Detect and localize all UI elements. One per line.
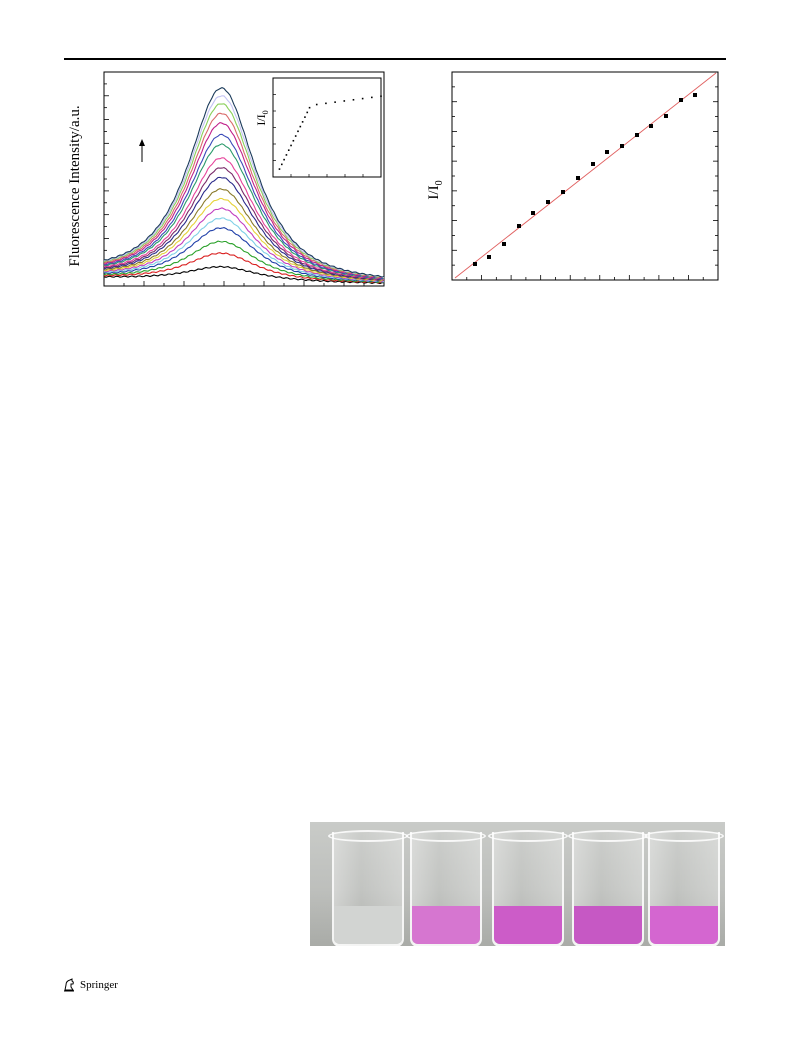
linear-fit-line <box>454 72 717 279</box>
fluorescence-spectra-svg: Fluorescence Intensity/a.u. I/I0 <box>67 71 385 287</box>
beaker-1 <box>328 830 408 946</box>
right-axis-ticks <box>451 71 719 281</box>
spectrum-curve <box>103 121 385 279</box>
inset-point <box>325 102 327 105</box>
right-point <box>649 124 653 128</box>
spectrum-curve <box>103 133 385 280</box>
fluorescence-spectra-figure: Fluorescence Intensity/a.u. I/I0 <box>62 66 397 296</box>
beaker-3 <box>488 830 568 946</box>
springer-brand: Springer <box>80 979 118 991</box>
beaker-4-rim <box>568 830 648 842</box>
inset-point <box>371 96 373 99</box>
inset-frame <box>272 77 382 178</box>
inset-point <box>343 100 346 102</box>
beaker-5 <box>644 830 724 946</box>
right-point <box>531 211 535 215</box>
right-point <box>517 224 521 228</box>
springer-horse-icon <box>64 978 74 992</box>
linear-fit-figure: I/I0 <box>405 66 725 296</box>
beaker-5-rim <box>644 830 724 842</box>
linear-fit-svg: I/I0 <box>426 71 719 281</box>
inset-axis-ticks <box>272 77 382 178</box>
spectrum-curve <box>103 188 385 282</box>
beaker-5-liquid <box>650 906 718 944</box>
spectrum-curve <box>103 86 385 278</box>
right-point <box>576 176 580 180</box>
left-axis-ticks <box>103 71 385 287</box>
header-rule <box>64 58 726 60</box>
inset-point <box>280 163 283 166</box>
beaker-2-liquid <box>412 906 480 944</box>
inset-point <box>285 154 288 156</box>
inset-point <box>334 101 336 103</box>
inset-point <box>308 106 311 109</box>
inset-point <box>352 98 355 101</box>
inset-point <box>304 116 306 118</box>
spectrum-curve <box>104 217 385 283</box>
beaker-2 <box>406 830 486 946</box>
right-point <box>679 98 683 102</box>
inset-point <box>278 168 281 170</box>
beaker-3-rim <box>488 830 568 842</box>
inset-point <box>315 103 318 106</box>
right-point <box>502 242 506 246</box>
spectrum-curve <box>103 197 385 282</box>
right-point <box>561 190 565 194</box>
inset-point <box>297 130 299 133</box>
right-point <box>693 93 697 97</box>
beaker-4-liquid <box>574 906 642 944</box>
inset-point <box>361 97 364 100</box>
beaker-2-rim <box>406 830 486 842</box>
beaker-3-liquid <box>494 906 562 944</box>
publisher-footer: Springer <box>62 978 118 992</box>
inset-point <box>301 121 304 123</box>
inset-point <box>294 135 297 137</box>
left-ylabel: Fluorescence Intensity/a.u. <box>67 105 83 266</box>
right-ylabel: I/I0 <box>426 180 445 199</box>
beaker-4 <box>568 830 648 946</box>
inset-point <box>292 139 295 142</box>
spectrum-curve <box>103 143 385 280</box>
spectrum-curve <box>103 176 385 281</box>
right-point <box>620 144 624 148</box>
spectrum-curve <box>103 167 385 281</box>
spectrum-curve <box>103 265 384 285</box>
increase-arrow-head <box>139 139 145 146</box>
right-point <box>664 114 668 118</box>
spectrum-curve <box>103 207 385 282</box>
beakers-photo <box>310 822 725 946</box>
right-point <box>473 262 477 266</box>
inset-points <box>278 95 382 170</box>
spectra-curves <box>103 86 385 285</box>
inset-ylabel: I/I0 <box>254 110 270 125</box>
spectrum-curve <box>103 157 385 281</box>
beaker-1-rim <box>328 830 408 842</box>
right-data-points <box>473 93 697 266</box>
right-point <box>487 255 491 259</box>
inset-point <box>283 158 285 161</box>
right-point <box>591 162 595 166</box>
inset-point <box>290 144 292 147</box>
inset-point <box>306 111 309 114</box>
inset-point <box>287 149 290 151</box>
spectrum-curve <box>103 252 385 284</box>
right-point <box>605 150 609 154</box>
right-point <box>635 133 639 137</box>
inset-point <box>380 95 382 98</box>
beaker-1-liquid <box>334 906 402 944</box>
inset-point <box>299 125 302 128</box>
right-point <box>546 200 550 204</box>
